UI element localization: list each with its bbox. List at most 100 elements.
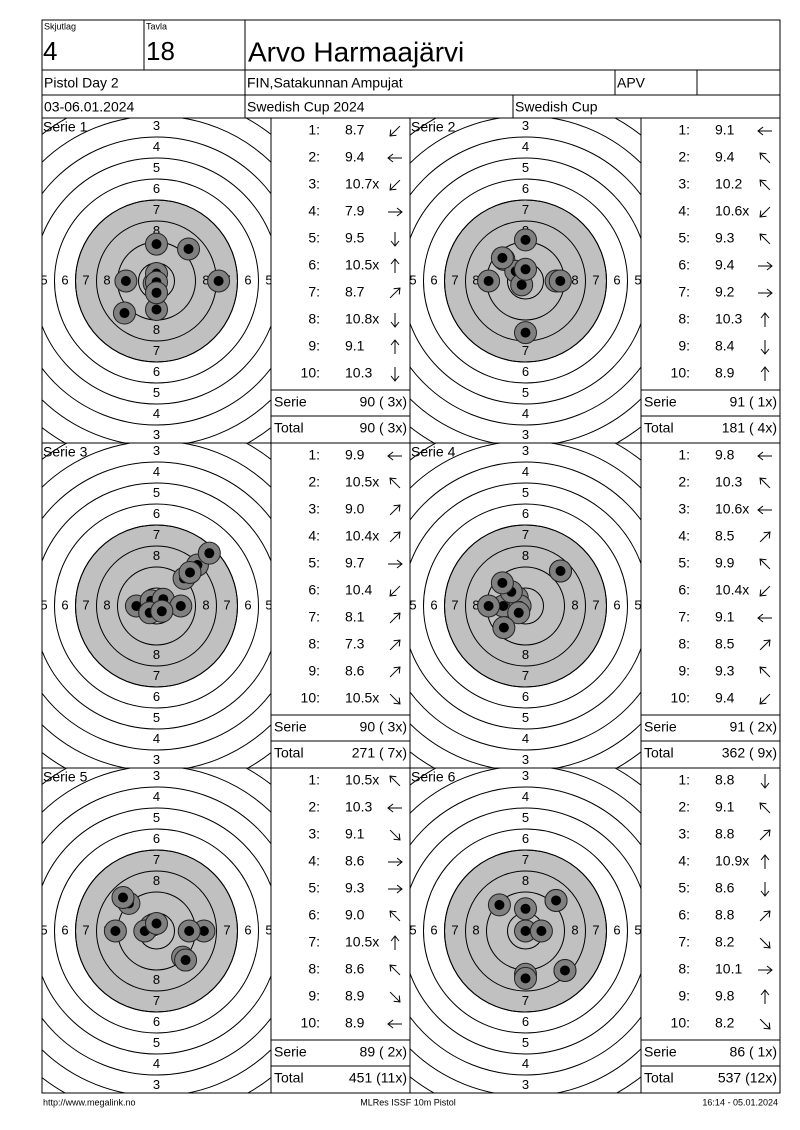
ring-label: 5: [153, 485, 160, 500]
shot-number: 2:: [308, 799, 320, 815]
shot-number: 4:: [308, 528, 320, 544]
shot-number: 9:: [678, 988, 690, 1004]
skjutlag-label: Skjutlag: [44, 21, 76, 31]
shot-hit: [487, 893, 511, 917]
shot-hit: [178, 560, 202, 584]
shot-arrow: [759, 639, 771, 651]
shot-value: 10.5x: [345, 772, 379, 788]
shot-value: 9.1: [345, 338, 365, 354]
target-ring: [410, 136, 641, 426]
shot-hit: [548, 269, 572, 293]
shot-value: 8.9: [345, 1015, 365, 1031]
ring-label: 3: [522, 427, 529, 442]
ring-label: 6: [244, 922, 251, 937]
ring-label: 4: [522, 406, 529, 421]
ring-label: 6: [61, 922, 68, 937]
ring-label: 6: [61, 597, 68, 612]
ring-label: 8: [103, 272, 110, 287]
ring-label: 7: [522, 668, 529, 683]
ring-label: 5: [409, 922, 416, 937]
ring-label: 5: [522, 160, 529, 175]
shot-arrow: [759, 666, 771, 678]
footer-url: http://www.megalink.no: [43, 1097, 136, 1107]
shot-hit: [207, 269, 231, 293]
serie-label: Serie 4: [411, 444, 456, 460]
shot-value: 8.8: [715, 772, 735, 788]
ring-label: 5: [153, 710, 160, 725]
shot-value: 9.4: [715, 149, 735, 165]
shot-hit: [197, 541, 221, 565]
shot-number: 6:: [678, 582, 690, 598]
shot-hit: [477, 269, 501, 293]
ring-label: 6: [244, 272, 251, 287]
ring-label: 3: [153, 768, 160, 783]
shot-hit: [514, 228, 537, 252]
ring-label: 7: [451, 597, 458, 612]
shot-number: 4:: [308, 203, 320, 219]
shot-value: 9.9: [715, 555, 735, 571]
shot-number: 5:: [308, 230, 320, 246]
total-label: Total: [644, 745, 674, 761]
target-ring: [423, 828, 628, 1034]
shot-arrow: [389, 477, 401, 489]
ring-label: 5: [265, 272, 272, 287]
total-label: Total: [644, 1070, 674, 1086]
target-ring: [465, 545, 586, 667]
target-ring: [75, 849, 238, 1013]
shot-hit: [112, 301, 136, 325]
tavla-label: Tavla: [146, 21, 167, 31]
shot-arrow: [390, 313, 400, 328]
serie-total-label: Serie: [644, 394, 677, 410]
ring-label: 7: [153, 343, 160, 358]
footer-program: MLRes ISSF 10m Pistol: [360, 1097, 456, 1107]
ring-label: 8: [472, 922, 479, 937]
shot-number: 4:: [308, 853, 320, 869]
shot-value: 8.7: [345, 122, 365, 138]
shot-value: 8.5: [715, 528, 735, 544]
ring-label: 5: [634, 922, 641, 937]
serie-total-label: Serie: [274, 1044, 307, 1060]
ring-label: 6: [613, 597, 620, 612]
shot-value: 10.8x: [345, 311, 379, 327]
total: 271 ( 7x): [352, 745, 407, 761]
target-ring: [42, 786, 271, 1076]
shot-number: 8:: [308, 636, 320, 652]
ring-label: 6: [522, 689, 529, 704]
shot-arrow: [389, 964, 401, 976]
class: APV: [617, 75, 646, 91]
shot-number: 3:: [678, 826, 690, 842]
ring-label: 5: [634, 272, 641, 287]
shot-arrow: [390, 232, 400, 247]
shot-value: 8.8: [715, 826, 735, 842]
shot-value: 9.3: [715, 663, 735, 679]
ring-label: 3: [153, 118, 160, 133]
footer-timestamp: 16:14 - 05.01.2024: [702, 1097, 778, 1107]
serie-total: 89 ( 2x): [360, 1044, 407, 1060]
shot-arrow: [757, 126, 772, 136]
shot-hit: [169, 594, 193, 618]
target-ring: [444, 199, 607, 363]
ring-label: 7: [592, 272, 599, 287]
ring-label: 4: [19, 922, 26, 937]
shot-hit: [553, 958, 577, 982]
ring-label: 8: [153, 972, 160, 987]
ring-label: 3: [522, 443, 529, 458]
ring-label: 8: [472, 272, 479, 287]
ring-label: 5: [153, 160, 160, 175]
shot-arrow: [389, 639, 401, 651]
ring-label: 5: [409, 597, 416, 612]
serie-total: 90 ( 3x): [360, 394, 407, 410]
total: 90 ( 3x): [360, 420, 407, 436]
shot-arrow: [759, 477, 771, 489]
ring-label: 5: [522, 385, 529, 400]
ring-label: 6: [153, 1014, 160, 1029]
ring-label: 3: [153, 427, 160, 442]
target-ring: [410, 157, 641, 405]
shot-number: 10:: [671, 690, 690, 706]
shot-hit: [507, 601, 531, 625]
cup: Swedish Cup: [515, 99, 598, 115]
shot-arrow: [388, 884, 403, 894]
shot-number: 9:: [678, 663, 690, 679]
shot-value: 8.6: [345, 663, 365, 679]
